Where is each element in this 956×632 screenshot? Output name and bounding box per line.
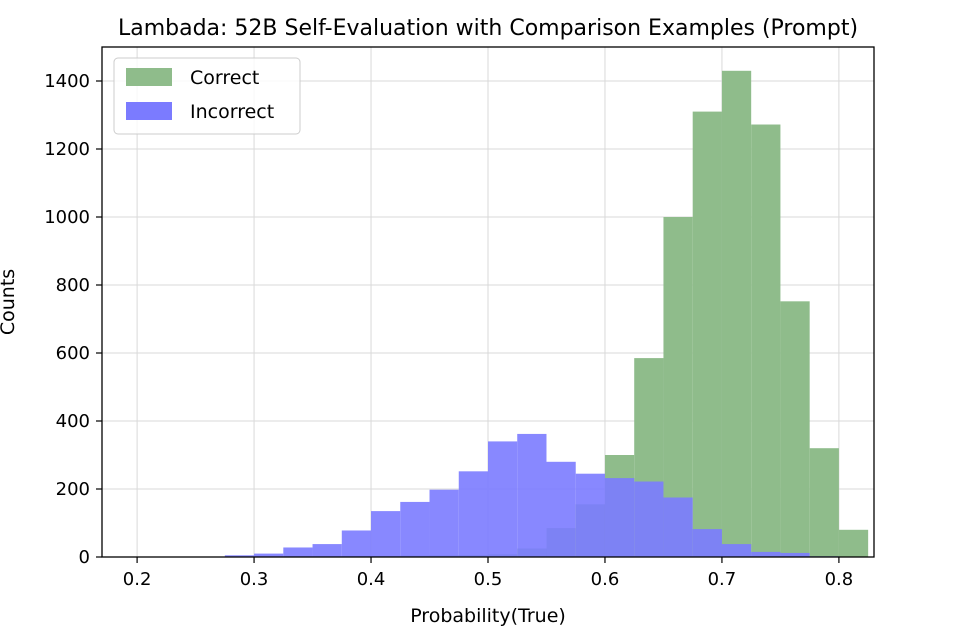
incorrect-bar <box>488 441 518 557</box>
incorrect-bar <box>692 529 722 557</box>
x-tick-label: 0.5 <box>474 569 503 590</box>
incorrect-bar <box>604 478 635 557</box>
x-tick-label: 0.3 <box>240 569 269 590</box>
y-tick-label: 200 <box>56 479 90 500</box>
incorrect-bar <box>283 547 313 557</box>
incorrect-bar <box>546 461 576 557</box>
correct-bar <box>692 111 722 557</box>
incorrect-bar <box>575 473 605 557</box>
y-tick-label: 0 <box>79 547 90 568</box>
y-axis-ticks: 0 200 400 600 800 1000 1200 1400 <box>44 71 102 568</box>
correct-bar <box>780 301 810 557</box>
incorrect-bar <box>663 497 693 557</box>
legend: Correct Incorrect <box>113 57 301 135</box>
correct-bar <box>721 70 752 558</box>
correct-bar <box>751 124 781 558</box>
incorrect-bar <box>341 530 372 557</box>
y-tick-label: 1400 <box>44 71 90 92</box>
series-incorrect-bars <box>224 433 839 557</box>
incorrect-bar <box>751 551 781 557</box>
incorrect-bar <box>224 555 255 557</box>
x-tick-label: 0.4 <box>357 569 386 590</box>
correct-bar <box>809 448 839 557</box>
legend-swatch <box>126 102 172 120</box>
legend-swatch <box>126 68 172 86</box>
incorrect-bar <box>429 489 459 557</box>
incorrect-bar <box>254 553 284 557</box>
y-axis-label: Counts <box>0 269 19 335</box>
incorrect-bar <box>780 552 810 557</box>
x-axis-label: Probability(True) <box>410 605 566 627</box>
legend-label: Correct <box>190 67 259 89</box>
x-tick-label: 0.7 <box>708 569 737 590</box>
chart-title: Lambada: 52B Self-Evaluation with Compar… <box>118 16 858 41</box>
incorrect-bar <box>371 511 401 557</box>
legend-label: Incorrect <box>190 101 274 123</box>
correct-bar <box>838 529 869 557</box>
incorrect-bar <box>721 544 752 557</box>
incorrect-bar <box>312 544 342 557</box>
incorrect-bar <box>400 501 430 557</box>
y-tick-label: 1000 <box>44 207 90 228</box>
incorrect-bar <box>458 471 488 557</box>
y-tick-label: 600 <box>56 343 90 364</box>
x-axis-ticks: 0.2 0.3 0.4 0.5 0.6 0.7 0.8 <box>123 557 853 590</box>
incorrect-bar <box>634 481 664 557</box>
x-tick-label: 0.8 <box>825 569 854 590</box>
x-tick-label: 0.6 <box>591 569 620 590</box>
y-tick-label: 400 <box>56 411 90 432</box>
incorrect-bar <box>517 433 547 557</box>
x-tick-label: 0.2 <box>123 569 152 590</box>
y-tick-label: 800 <box>56 275 90 296</box>
y-tick-label: 1200 <box>44 139 90 160</box>
